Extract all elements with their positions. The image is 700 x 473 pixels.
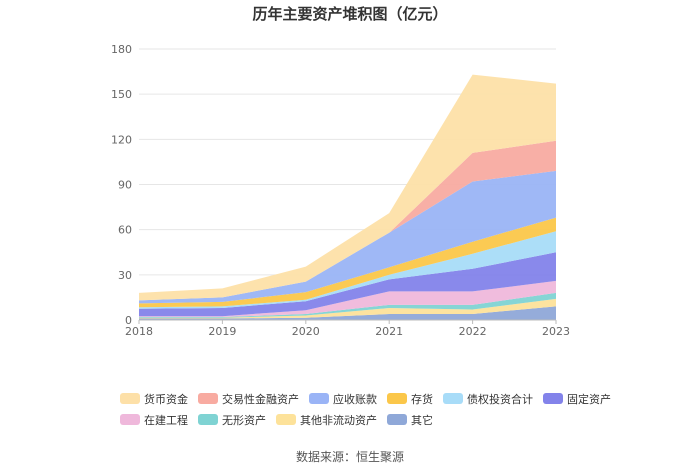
y-tick-label: 180 (111, 43, 132, 56)
area-series (139, 74, 556, 320)
x-tick-label: 2022 (459, 325, 487, 338)
y-tick-label: 0 (125, 314, 132, 327)
legend-swatch (543, 393, 563, 404)
area-series-货币资金[interactable] (139, 74, 556, 301)
legend-label: 无形资产 (222, 413, 266, 427)
legend-swatch (387, 393, 407, 404)
legend-item[interactable]: 交易性金融资产 (198, 391, 299, 407)
legend-item[interactable]: 固定资产 (543, 391, 611, 407)
x-tick-label: 2020 (292, 325, 320, 338)
legend-item[interactable]: 在建工程 (120, 412, 188, 428)
legend-label: 应收账款 (333, 392, 377, 406)
legend-swatch (276, 414, 296, 425)
legend-label: 存货 (411, 392, 433, 406)
legend-row: 货币资金 交易性金融资产 应收账款 存货 债权投资合计 固定资产 (120, 388, 611, 409)
x-tick-label: 2019 (208, 325, 236, 338)
legend: 货币资金 交易性金融资产 应收账款 存货 债权投资合计 固定资产在建工程 无形资产 其他非流动… (120, 388, 611, 430)
legend-label: 货币资金 (144, 392, 188, 406)
y-tick-label: 90 (118, 179, 132, 192)
legend-label: 债权投资合计 (467, 392, 533, 406)
legend-item[interactable]: 存货 (387, 391, 433, 407)
area-series-交易性金融资产[interactable] (139, 140, 556, 301)
area-series-其他非流动资产[interactable] (139, 298, 556, 319)
area-series-在建工程[interactable] (139, 280, 556, 317)
legend-item[interactable]: 其它 (387, 412, 433, 428)
legend-item[interactable]: 货币资金 (120, 391, 188, 407)
legend-item[interactable]: 其他非流动资产 (276, 412, 377, 428)
legend-swatch (198, 393, 218, 404)
legend-label: 固定资产 (567, 392, 611, 406)
legend-label: 其它 (411, 413, 433, 427)
legend-label: 在建工程 (144, 413, 188, 427)
y-tick-label: 120 (111, 133, 132, 146)
y-tick-label: 60 (118, 224, 132, 237)
chart-title: 历年主要资产堆积图（亿元） (252, 5, 448, 23)
legend-swatch (443, 393, 463, 404)
y-tick-label: 30 (118, 269, 132, 282)
legend-row: 在建工程 无形资产 其他非流动资产 其它 (120, 409, 600, 430)
data-source: 数据来源：恒生聚源 (295, 450, 404, 464)
x-tick-label: 2018 (125, 325, 153, 338)
legend-item[interactable]: 无形资产 (198, 412, 266, 428)
y-tick-label: 150 (111, 88, 132, 101)
legend-swatch (198, 414, 218, 425)
area-series-其它[interactable] (139, 306, 556, 320)
legend-swatch (120, 414, 140, 425)
legend-label: 其他非流动资产 (300, 413, 377, 427)
legend-swatch (309, 393, 329, 404)
legend-swatch (387, 414, 407, 425)
legend-item[interactable]: 债权投资合计 (443, 391, 533, 407)
stacked-area-chart: 0 30 60 90 120 150 180 2018 2019 2020 2021 2022 2023 (111, 43, 570, 338)
legend-item[interactable]: 应收账款 (309, 391, 377, 407)
area-series-无形资产[interactable] (139, 292, 556, 318)
x-tick-label: 2021 (375, 325, 403, 338)
legend-label: 交易性金融资产 (222, 392, 299, 406)
legend-swatch (120, 393, 140, 404)
x-tick-label: 2023 (542, 325, 570, 338)
area-series-应收账款[interactable] (139, 170, 556, 304)
axes: 0 30 60 90 120 150 180 2018 2019 2020 2021 2022 2023 (111, 43, 570, 338)
area-series-固定资产[interactable] (139, 252, 556, 317)
